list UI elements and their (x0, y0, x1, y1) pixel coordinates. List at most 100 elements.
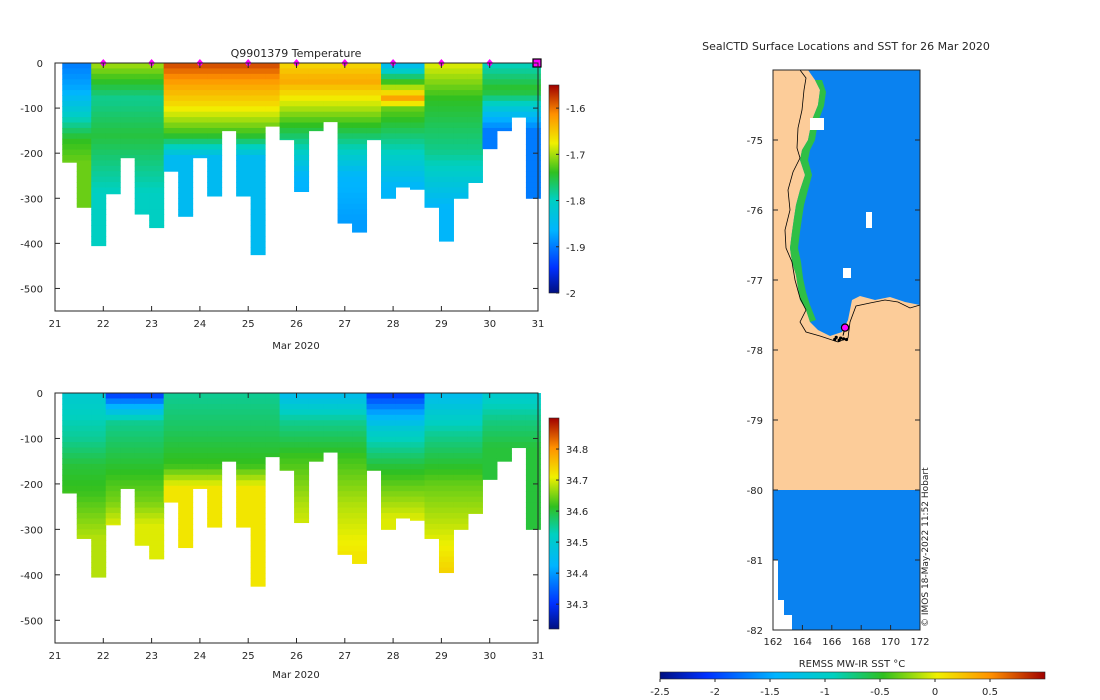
temperature-cell (76, 133, 92, 140)
temperature-cell (438, 144, 454, 151)
temperature-cell (250, 246, 266, 253)
temperature-cell (453, 73, 469, 80)
temperature-cell (134, 187, 150, 194)
temperature-cell (366, 133, 382, 140)
salinity-cell (424, 496, 440, 503)
temperature-cell (163, 63, 179, 69)
salinity-cell (105, 463, 121, 470)
salinity-cell (294, 398, 310, 405)
salinity-cell (91, 573, 107, 578)
salinity-cell (308, 414, 324, 421)
salinity-cell (438, 453, 454, 459)
salinity-cell (525, 458, 541, 465)
x-tick-label: 29 (435, 319, 448, 330)
temperature-cell (482, 68, 498, 75)
salinity-cell (352, 420, 368, 427)
salinity-cell (62, 398, 78, 405)
salinity-cell (207, 420, 223, 427)
temperature-cell (279, 127, 295, 134)
temperature-cell (279, 73, 295, 80)
temperature-cell (424, 165, 440, 172)
temperature-cell (250, 154, 266, 161)
temperature-cell (395, 133, 411, 140)
salinity-cell (424, 431, 440, 438)
salinity-cell (410, 453, 425, 459)
temperature-cell (250, 187, 266, 194)
salinity-cell (337, 463, 353, 470)
salinity-cell (294, 447, 310, 454)
salinity-cell (482, 474, 498, 480)
temperature-cell (250, 95, 266, 102)
salinity-cell (467, 474, 483, 481)
temperature-panel: Q9901379 Temperature 21 22 23 24 25 26 27 28 29 3… (20, 47, 585, 352)
salinity-cell (424, 409, 440, 416)
temperature-heatmap (62, 63, 541, 256)
temperature-cell (178, 79, 194, 86)
salinity-cell (236, 425, 252, 432)
temperature-cell (395, 144, 411, 151)
temperature-cell (250, 225, 266, 232)
salinity-cell (250, 523, 266, 530)
salinity-cell (149, 403, 165, 410)
salinity-cell (323, 409, 339, 416)
salinity-cell (323, 436, 339, 443)
temperature-cell (453, 176, 469, 183)
salinity-cell (395, 431, 411, 438)
temperature-cell (236, 90, 252, 96)
salinity-cell (525, 425, 541, 432)
temperature-cell (424, 122, 440, 129)
salinity-cell (236, 442, 252, 449)
temperature-cell (453, 111, 469, 118)
temperature-cell (352, 165, 368, 172)
temperature-cell (395, 111, 411, 118)
salinity-cell (366, 431, 382, 438)
temperature-cell (482, 73, 498, 80)
temperature-cell (294, 165, 310, 172)
salinity-cell (105, 502, 121, 509)
temperature-cell (62, 149, 78, 156)
temperature-cell (438, 149, 454, 156)
temperature-cell (207, 84, 223, 91)
salinity-cell (163, 453, 179, 459)
salinity-cell (178, 469, 194, 476)
temperature-cell (453, 84, 469, 91)
temperature-cell (366, 79, 382, 86)
salinity-cell (337, 534, 353, 541)
temperature-cell (424, 192, 440, 199)
temperature-cell (410, 63, 425, 69)
salinity-cell (453, 491, 469, 498)
salinity-cell (395, 442, 411, 449)
salinity-cell (453, 431, 469, 438)
salinity-cell (337, 458, 353, 465)
temperature-cell (134, 171, 150, 178)
salinity-cell (207, 425, 223, 432)
salinity-cell (467, 431, 483, 438)
salinity-cell (265, 436, 281, 443)
salinity-cell (62, 458, 78, 465)
temperature-cell (163, 95, 179, 102)
salinity-cell (91, 453, 107, 459)
salinity-cell (134, 425, 150, 432)
temperature-cell (453, 171, 469, 178)
temperature-cell (91, 133, 107, 140)
salinity-cell (192, 420, 208, 427)
x-tick-label: 22 (97, 319, 110, 330)
salinity-cell (236, 398, 252, 405)
temperature-cell (91, 154, 107, 161)
temperature-cell (511, 90, 527, 96)
salinity-cell (105, 491, 121, 498)
salinity-cell (76, 518, 92, 525)
salinity-cell (91, 480, 107, 487)
salinity-cell (453, 453, 469, 459)
salinity-cell (91, 529, 107, 536)
salinity-heatmap (62, 393, 541, 587)
temperature-cell (265, 117, 281, 124)
salinity-cell (294, 496, 310, 503)
temperature-cell (438, 84, 454, 91)
salinity-cell (91, 551, 107, 558)
temperature-cell (395, 117, 411, 124)
salinity-cell (438, 403, 454, 410)
temperature-cell (294, 90, 310, 96)
salinity-cell (250, 534, 266, 541)
salinity-cell (352, 393, 368, 399)
